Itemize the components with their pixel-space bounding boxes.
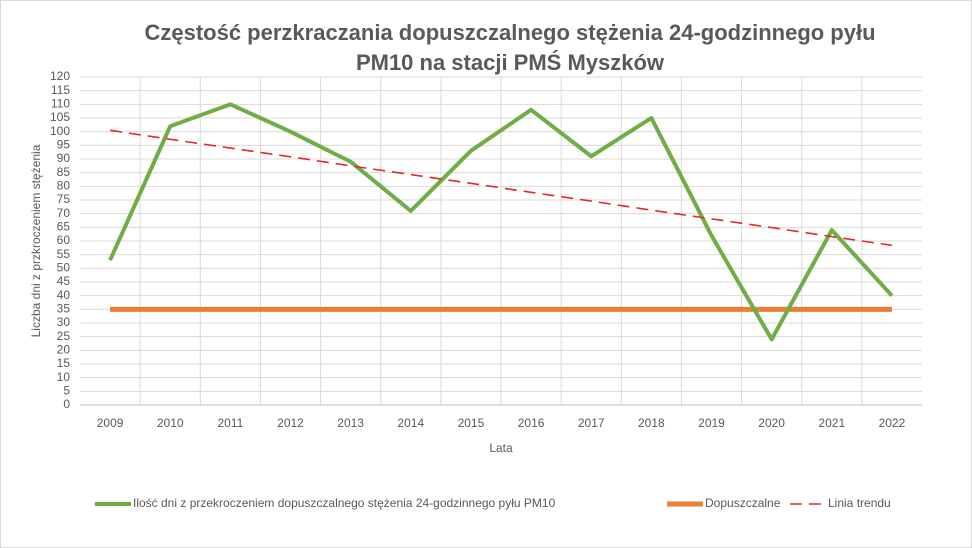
x-tick-label: 2012 (277, 416, 304, 430)
x-tick-label: 2019 (698, 416, 725, 430)
y-tick-label: 15 (57, 356, 71, 370)
y-tick-label: 80 (57, 179, 71, 193)
x-tick-label: 2022 (879, 416, 906, 430)
x-tick-label: 2013 (337, 416, 364, 430)
y-tick-label: 40 (57, 288, 71, 302)
y-tick-label: 90 (57, 151, 71, 165)
legend-label: Dopuszczalne (705, 496, 781, 510)
x-tick-label: 2010 (157, 416, 184, 430)
series-line (108, 102, 894, 342)
y-tick-label: 60 (57, 233, 71, 247)
y-tick-label: 85 (57, 165, 71, 179)
y-tick-label: 75 (57, 192, 71, 206)
y-tick-label: 25 (57, 329, 71, 343)
x-axis-title: Lata (489, 441, 513, 455)
y-tick-label: 45 (57, 274, 71, 288)
x-tick-label: 2015 (458, 416, 485, 430)
x-tick-label: 2009 (97, 416, 124, 430)
x-tick-label: 2017 (578, 416, 605, 430)
y-tick-label: 105 (50, 110, 70, 124)
y-tick-label: 35 (57, 302, 71, 316)
chart-title: Częstość perzkraczania dopuszczalnego st… (144, 20, 875, 45)
x-tick-label: 2014 (397, 416, 424, 430)
y-tick-label: 110 (51, 97, 70, 111)
y-tick-label: 10 (57, 370, 71, 384)
y-tick-label: 100 (50, 124, 70, 138)
y-tick-label: 120 (50, 69, 70, 83)
legend-label: Linia trendu (828, 496, 891, 510)
legend-label: Ilość dni z przekroczeniem dopuszczalneg… (133, 496, 556, 510)
y-axis-title: Liczba dni z przkroczeniem stężenia (29, 144, 43, 337)
y-tick-label: 65 (57, 220, 71, 234)
chart-title: PM10 na stacji PMŚ Myszków (356, 50, 665, 75)
x-tick-label: 2011 (217, 416, 243, 430)
y-tick-label: 55 (57, 247, 71, 261)
y-tick-label: 50 (57, 261, 71, 275)
y-tick-label: 0 (63, 397, 70, 411)
x-tick-label: 2020 (758, 416, 785, 430)
x-tick-label: 2021 (818, 416, 845, 430)
y-tick-label: 70 (57, 206, 71, 220)
y-tick-label: 30 (57, 315, 71, 329)
y-tick-label: 5 (63, 384, 70, 398)
y-tick-label: 115 (51, 83, 70, 97)
y-tick-label: 20 (57, 343, 71, 357)
x-tick-label: 2016 (518, 416, 545, 430)
x-tick-label: 2018 (638, 416, 665, 430)
y-tick-label: 95 (57, 138, 71, 152)
